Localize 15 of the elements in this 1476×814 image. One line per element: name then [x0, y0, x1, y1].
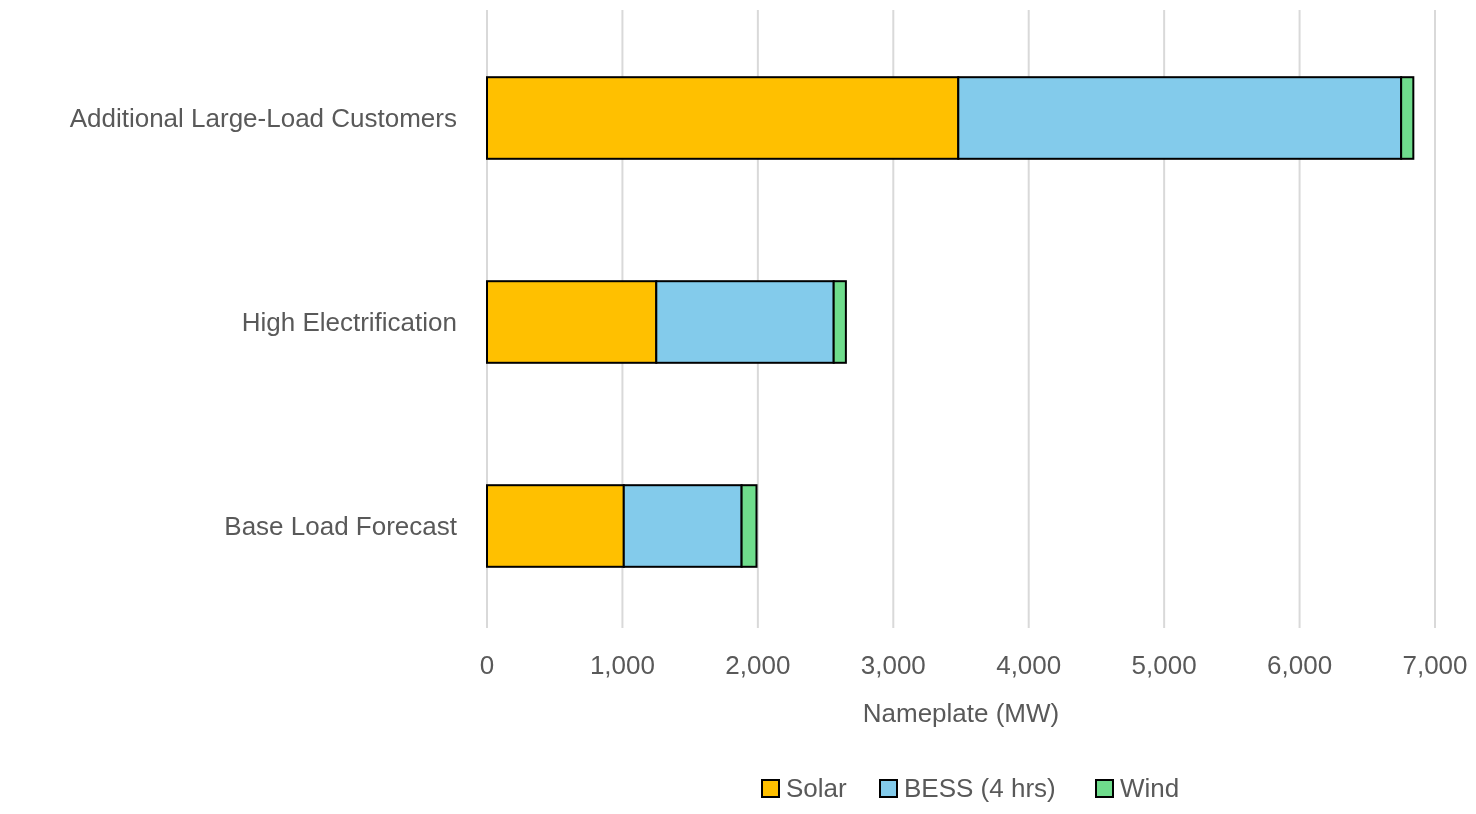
x-tick-label: 5,000	[1131, 650, 1197, 680]
x-tick-label: 6,000	[1267, 650, 1333, 680]
x-tick-label: 1,000	[589, 650, 655, 680]
x-tick-label: 0	[479, 650, 495, 680]
y-tick-label: Base Load Forecast	[224, 511, 458, 541]
legend-label: Solar	[786, 773, 848, 803]
y-tick-label: High Electrification	[241, 307, 457, 337]
x-tick-label: 7,000	[1402, 650, 1468, 680]
legend-label: BESS (4 hrs)	[904, 773, 1056, 803]
y-tick-label: Additional Large-Load Customers	[69, 103, 457, 133]
x-tick-label: 4,000	[996, 650, 1062, 680]
legend-label: Wind	[1120, 773, 1180, 803]
x-axis-title: Nameplate (MW)	[862, 698, 1060, 728]
x-tick-label: 3,000	[860, 650, 926, 680]
x-tick-label: 2,000	[725, 650, 791, 680]
